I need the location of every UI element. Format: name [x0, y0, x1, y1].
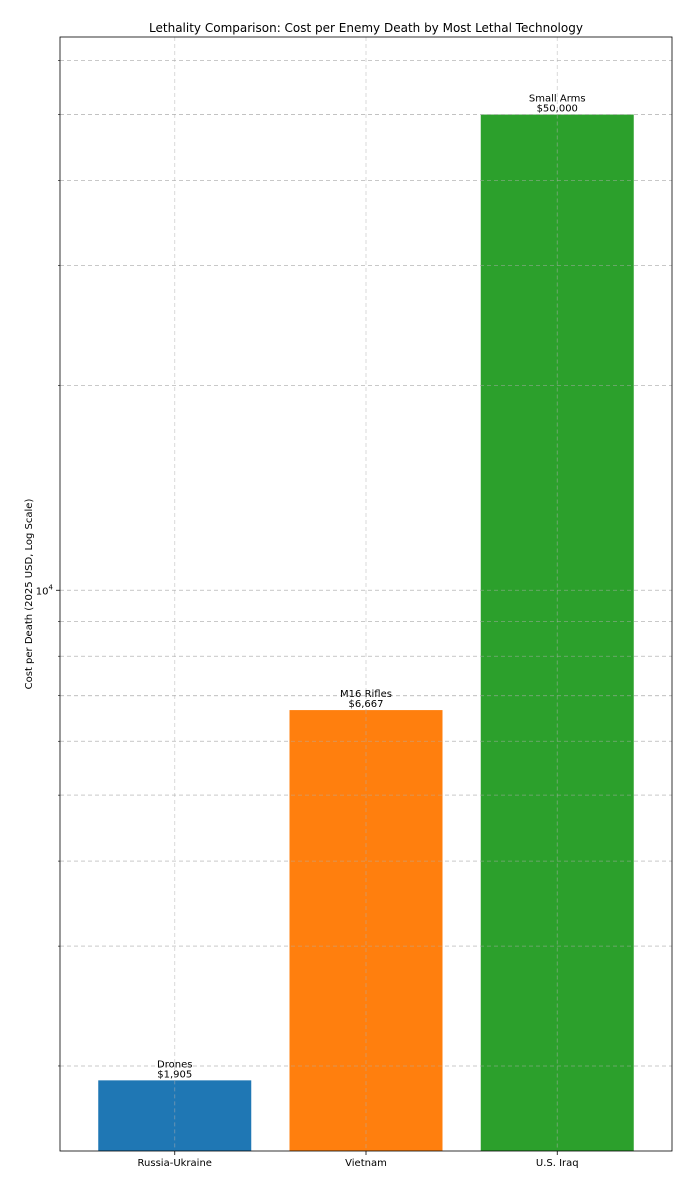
bar-value-label: $50,000 [537, 104, 578, 115]
x-tick-label: U.S. Iraq [536, 1158, 579, 1169]
bar-value-label: $1,905 [157, 1069, 192, 1080]
y-axis-label: Cost per Death (2025 USD, Log Scale) [24, 499, 35, 690]
bar-technology-label: Small Arms [529, 94, 586, 105]
axes: Russia-Ukraine Vietnam U.S. Iraq 104 [36, 36, 673, 1169]
bar-annotations: Drones$1,905 M16 Rifles$6,667 Small Arms$5… [60, 60, 672, 1151]
bar-technology-label: Drones [157, 1059, 192, 1070]
bar-value-label: $6,667 [349, 699, 384, 710]
y-tick-label: 104 [36, 583, 54, 597]
x-tick-label: Russia-Ukraine [138, 1158, 212, 1169]
x-tick-label: Vietnam [345, 1158, 387, 1169]
chart-title: Lethality Comparison: Cost per Enemy Dea… [149, 21, 583, 35]
bar-technology-label: M16 Rifles [340, 689, 392, 700]
